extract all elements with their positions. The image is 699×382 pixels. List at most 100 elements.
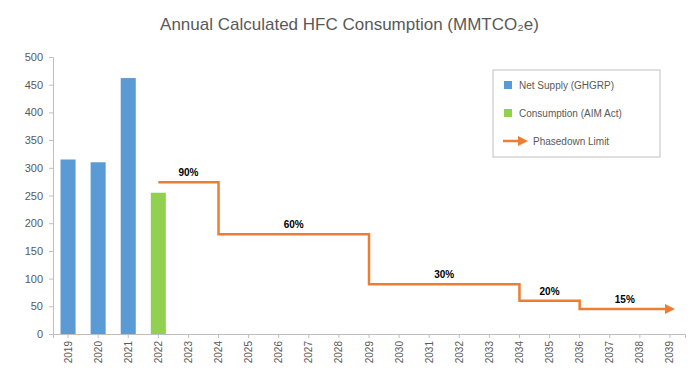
bar-series xyxy=(151,193,166,334)
x-tick-mark xyxy=(308,334,309,338)
legend-swatch xyxy=(504,81,512,89)
y-tick-label: 400 xyxy=(25,106,43,118)
legend-box xyxy=(493,70,660,157)
x-tick-label: 2030 xyxy=(394,341,405,364)
legend-label: Net Supply (GHGRP) xyxy=(519,80,614,91)
y-tick-label: 0 xyxy=(37,328,43,340)
x-tick-label: 2019 xyxy=(63,341,74,364)
x-tick-mark xyxy=(338,334,339,338)
x-tick-mark xyxy=(429,334,430,338)
annotation: 90% xyxy=(178,167,198,178)
legend: Net Supply (GHGRP) Consumption (AIM Act) P… xyxy=(493,70,660,157)
x-tick-mark xyxy=(369,334,370,338)
y-tick-mark xyxy=(49,168,53,169)
y-tick-mark xyxy=(49,57,53,58)
y-tick-mark xyxy=(49,279,53,280)
y-tick-label: 350 xyxy=(25,134,43,146)
x-tick-mark xyxy=(579,334,580,338)
y-tick-label: 150 xyxy=(25,245,43,257)
y-tick-mark xyxy=(49,334,53,335)
y-tick: 300 xyxy=(25,162,53,174)
bar xyxy=(61,159,76,334)
x-tick: 2037 xyxy=(604,334,615,363)
x-tick-label: 2031 xyxy=(424,341,435,364)
x-tick-label: 2036 xyxy=(574,341,585,364)
y-tick: 450 xyxy=(25,79,53,91)
x-tick-label: 2023 xyxy=(183,341,194,364)
y-tick-mark xyxy=(49,112,53,113)
x-tick-mark xyxy=(459,334,460,338)
x-tick-label: 2035 xyxy=(544,341,555,364)
x-tick: 2026 xyxy=(273,334,284,363)
y-tick-label: 50 xyxy=(31,300,43,312)
x-axis: 2019202020212022202320242025202620272028… xyxy=(54,334,686,363)
annotation: 15% xyxy=(615,294,635,305)
x-tick: 2039 xyxy=(664,334,675,363)
x-tick-label: 2029 xyxy=(364,341,375,364)
y-tick: 400 xyxy=(25,106,53,118)
y-tick-label: 300 xyxy=(25,162,43,174)
x-axis-line xyxy=(54,335,686,339)
y-tick: 250 xyxy=(25,190,53,202)
x-tick-label: 2038 xyxy=(634,341,645,364)
x-tick-mark xyxy=(549,334,550,338)
x-tick-mark xyxy=(669,334,670,338)
x-tick-label: 2039 xyxy=(664,341,675,364)
x-tick-mark xyxy=(489,334,490,338)
x-tick-label: 2037 xyxy=(604,341,615,364)
y-tick-label: 500 xyxy=(25,51,43,63)
y-axis-line xyxy=(49,58,54,335)
x-tick: 2030 xyxy=(394,334,405,363)
x-tick: 2035 xyxy=(544,334,555,363)
legend-swatch xyxy=(503,140,523,143)
x-tick: 2028 xyxy=(333,334,344,363)
legend-label: Phasedown Limit xyxy=(533,136,609,147)
y-tick: 100 xyxy=(25,273,53,285)
x-tick-mark xyxy=(609,334,610,338)
x-tick: 2025 xyxy=(243,334,254,363)
x-tick: 2032 xyxy=(454,334,465,363)
x-tick: 2023 xyxy=(183,334,194,363)
x-tick: 2033 xyxy=(484,334,495,363)
y-axis: 0 50 100 150 200 250 300 350 400 450 500 xyxy=(25,51,54,340)
bar xyxy=(121,78,136,334)
title: Annual Calculated HFC Consumption (MMTCO… xyxy=(160,15,539,34)
x-tick-mark xyxy=(218,334,219,338)
x-tick-label: 2026 xyxy=(273,341,284,364)
bar xyxy=(91,162,106,334)
x-tick-mark xyxy=(68,334,69,338)
x-tick-label: 2028 xyxy=(333,341,344,364)
x-tick-label: 2033 xyxy=(484,341,495,364)
y-tick: 0 xyxy=(37,328,53,340)
y-tick: 200 xyxy=(25,217,53,229)
x-tick-mark xyxy=(128,334,129,338)
x-tick-label: 2027 xyxy=(303,341,314,364)
x-tick-mark xyxy=(188,334,189,338)
y-tick-mark xyxy=(49,251,53,252)
x-tick-label: 2021 xyxy=(123,341,134,364)
y-tick-mark xyxy=(49,306,53,307)
x-tick-label: 2032 xyxy=(454,341,465,364)
x-tick-label: 2025 xyxy=(243,341,254,364)
x-tick-mark xyxy=(278,334,279,338)
y-tick: 150 xyxy=(25,245,53,257)
annotation: 30% xyxy=(434,269,454,280)
y-tick: 500 xyxy=(25,51,53,63)
bar xyxy=(151,193,166,334)
line xyxy=(158,182,670,309)
x-tick: 2031 xyxy=(424,334,435,363)
legend-label: Consumption (AIM Act) xyxy=(519,108,622,119)
chart: Annual Calculated HFC Consumption (MMTCO… xyxy=(0,0,699,382)
x-tick-mark xyxy=(519,334,520,338)
y-tick: 350 xyxy=(25,134,53,146)
annotation: 60% xyxy=(284,219,304,230)
x-tick-label: 2022 xyxy=(153,341,164,364)
x-tick: 2034 xyxy=(514,334,525,363)
x-tick: 2029 xyxy=(364,334,375,363)
x-tick: 2024 xyxy=(213,334,224,363)
y-tick-mark xyxy=(49,223,53,224)
y-tick-mark xyxy=(49,140,53,141)
x-tick-label: 2024 xyxy=(213,341,224,364)
x-tick-mark xyxy=(639,334,640,338)
x-tick: 2038 xyxy=(634,334,645,363)
